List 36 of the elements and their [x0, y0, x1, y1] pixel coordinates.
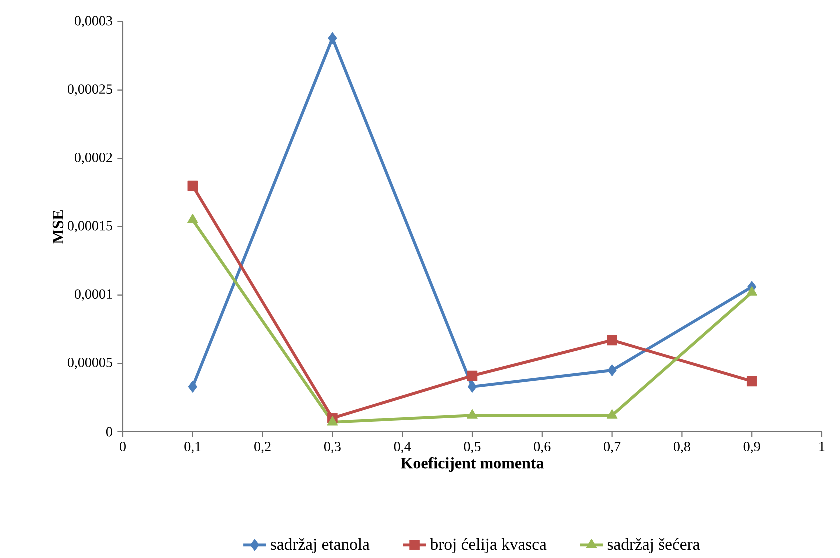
- point: [188, 380, 198, 393]
- point: [328, 32, 338, 44]
- y-axis-title: MSE: [52, 210, 64, 244]
- x-tick-label: 1: [820, 442, 825, 452]
- y-tick-label: 0,00005: [68, 358, 112, 370]
- y-tick-label: 0,00025: [68, 84, 112, 96]
- x-axis-title: Koeficijent momenta: [401, 457, 544, 472]
- point: [467, 409, 478, 419]
- legend-label: sadržaj etanola: [271, 538, 370, 554]
- point: [467, 370, 478, 382]
- point: [746, 376, 758, 387]
- point: [746, 286, 758, 296]
- point: [327, 416, 338, 426]
- y-tick-label: 0,0002: [74, 152, 112, 164]
- y-tick-label: 0,00015: [68, 221, 112, 233]
- x-tick-label: 0,3: [324, 442, 341, 454]
- point: [187, 214, 198, 224]
- x-tick-label: 0,2: [254, 442, 271, 454]
- y-tick-label: 0,0001: [74, 290, 112, 302]
- legend-label: broj ćelija kvasca: [430, 538, 547, 554]
- y-tick-label: 0,0003: [74, 16, 112, 28]
- x-tick-label: 0,4: [394, 442, 412, 454]
- x-tick-label: 0,1: [184, 442, 201, 454]
- point: [468, 380, 478, 393]
- legend-label: sadržaj šećera: [608, 538, 700, 554]
- x-tick-label: 0: [120, 442, 126, 452]
- x-tick-label: 0,6: [534, 442, 551, 454]
- x-tick-label: 0,9: [744, 442, 760, 454]
- point: [606, 409, 618, 419]
- x-tick-label: 0,7: [604, 442, 621, 454]
- point: [188, 180, 198, 192]
- x-tick-label: 0,5: [464, 442, 481, 454]
- point: [608, 364, 617, 376]
- x-tick-label: 0,8: [674, 442, 690, 454]
- point: [607, 335, 618, 346]
- y-tick-label: 0: [106, 427, 112, 437]
